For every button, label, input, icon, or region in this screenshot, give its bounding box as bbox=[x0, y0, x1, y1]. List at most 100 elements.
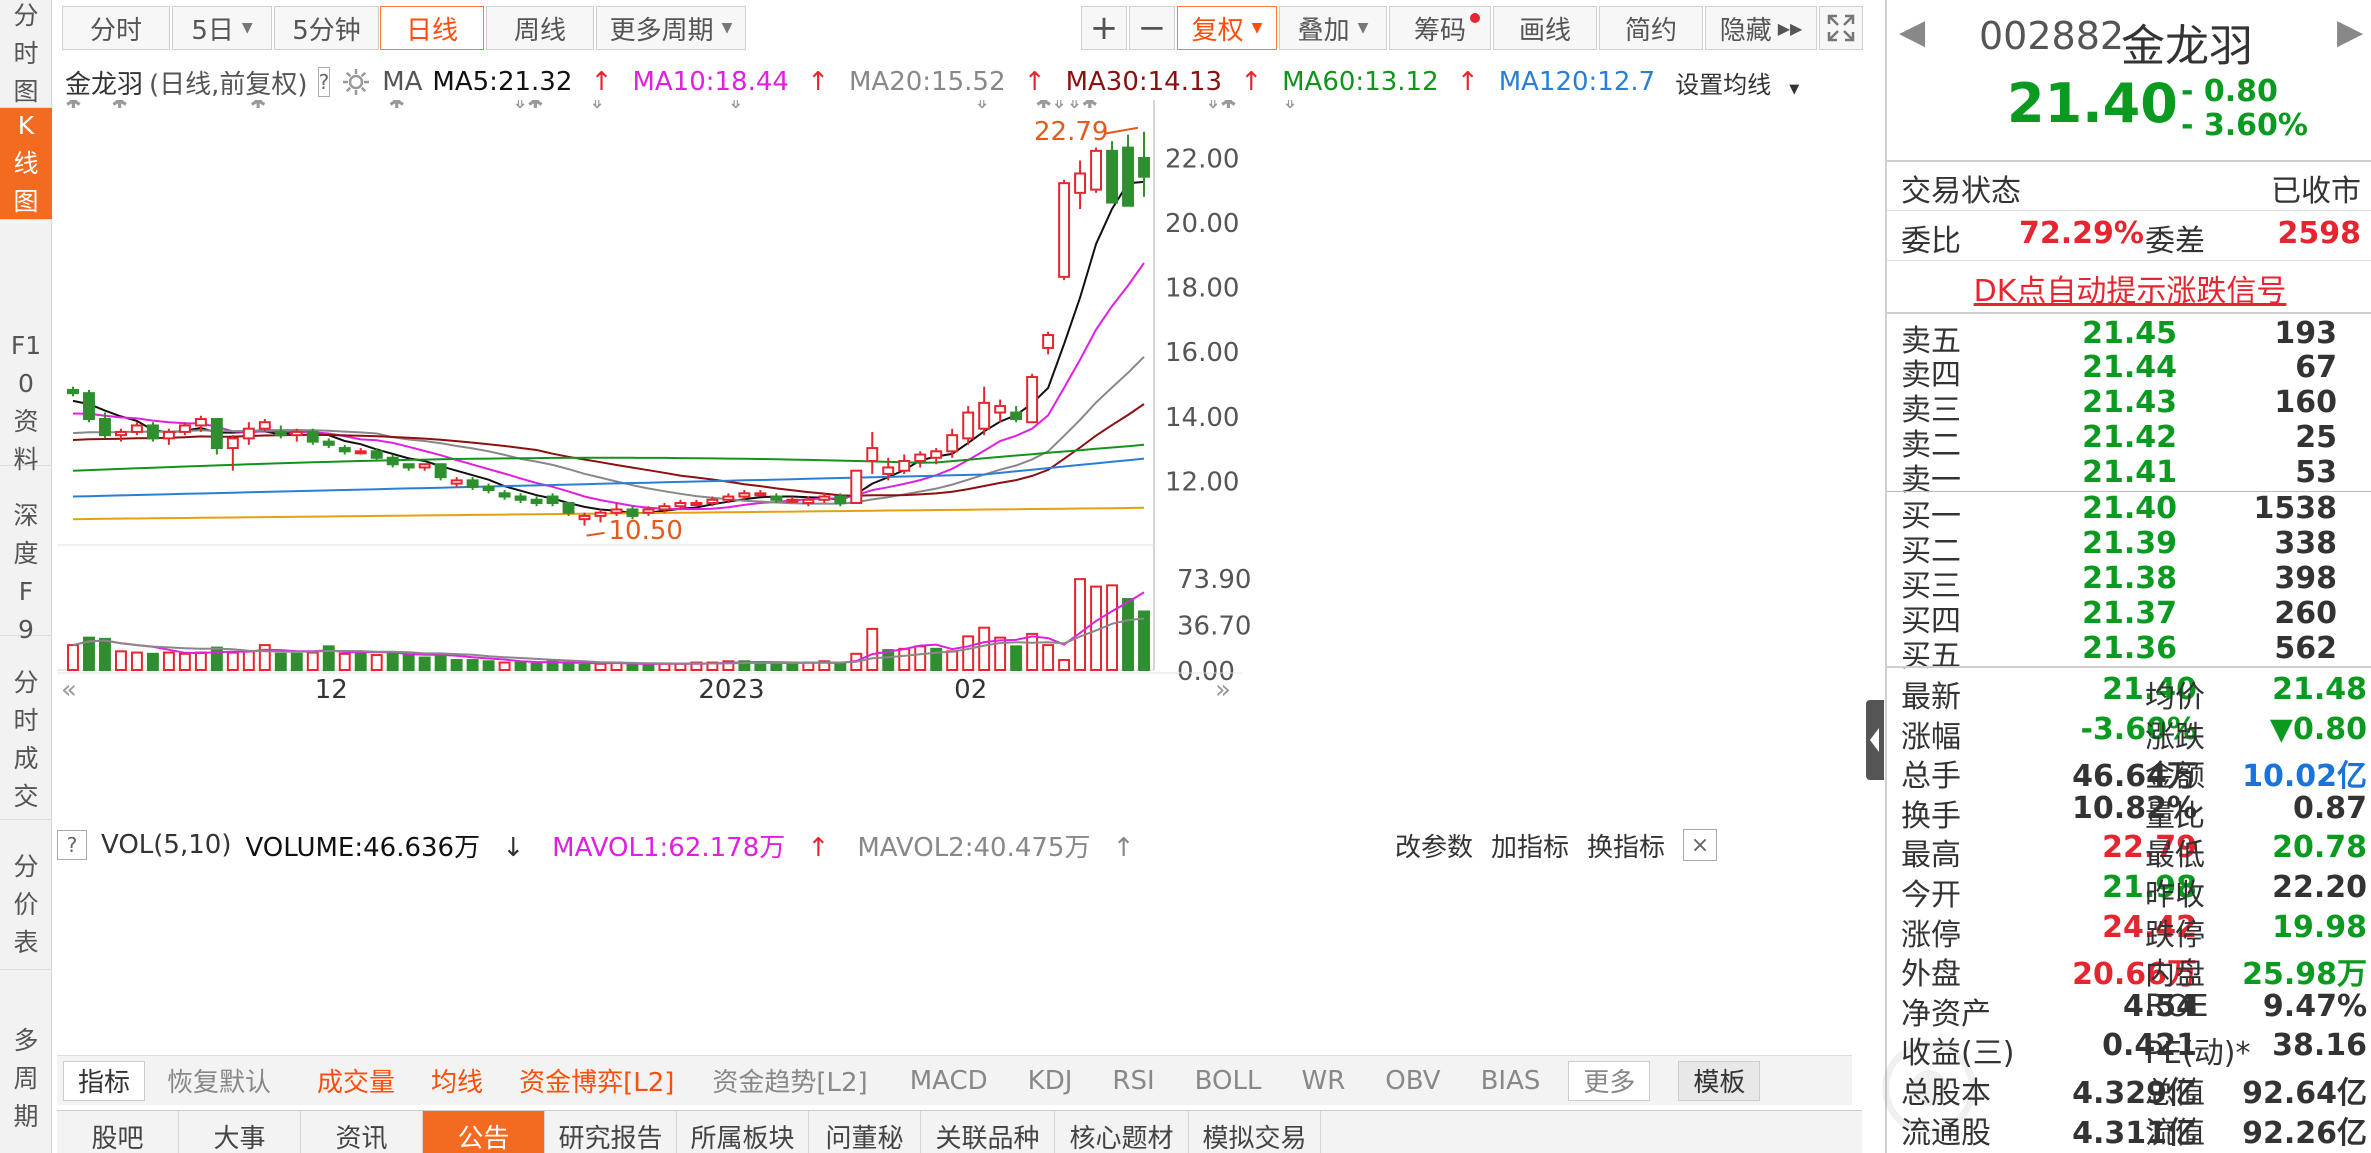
tab-capital-trend[interactable]: 资金趋势[L2] bbox=[712, 1068, 868, 1098]
overlay-button[interactable]: 叠加 ▼ bbox=[1279, 6, 1387, 50]
tab-capital-game[interactable]: 资金博弈[L2] bbox=[519, 1068, 675, 1098]
tab-rsi[interactable]: RSI bbox=[1112, 1065, 1155, 1096]
sell-level-row[interactable]: 卖一 21.41 53 bbox=[1887, 455, 2371, 498]
tab-kdj[interactable]: KDJ bbox=[1027, 1065, 1073, 1096]
period-weekly-button[interactable]: 周线 bbox=[486, 6, 594, 50]
low-annotation: 10.50 bbox=[609, 516, 683, 546]
quote-label: 内盘 bbox=[2145, 957, 2205, 993]
help-icon[interactable]: ? bbox=[57, 830, 87, 860]
nav-fenshi[interactable]: 分时图 bbox=[0, 0, 52, 108]
tab-volume[interactable]: 成交量 bbox=[317, 1068, 396, 1098]
prev-stock-icon[interactable]: ◀ bbox=[1899, 12, 1926, 52]
quote-label: 均价 bbox=[2145, 680, 2205, 715]
tab-indicator[interactable]: 指标 bbox=[63, 1060, 146, 1101]
collapse-panel-handle[interactable] bbox=[1866, 700, 1884, 780]
sell-level-row[interactable]: 卖五 21.45 193 bbox=[1887, 316, 2371, 359]
tab-research[interactable]: 研究报告 bbox=[545, 1111, 677, 1153]
gear-icon[interactable] bbox=[340, 66, 372, 98]
period-fenshi-button[interactable]: 分时 bbox=[62, 6, 170, 50]
change-param-button[interactable]: 改参数 bbox=[1395, 832, 1474, 863]
hide-panel-button[interactable]: 隐藏 ▶▶ bbox=[1705, 6, 1817, 50]
quote-label: 今开 bbox=[1901, 878, 1961, 913]
tab-core-themes[interactable]: 核心题材 bbox=[1055, 1111, 1189, 1153]
quote-label: 量比 bbox=[2145, 798, 2205, 834]
volume-bar bbox=[258, 644, 271, 672]
nav-f10[interactable]: F10资料 bbox=[0, 331, 52, 474]
period-daily-button[interactable]: 日线 bbox=[380, 6, 484, 50]
nav-depth-f9[interactable]: 深度F9 bbox=[0, 501, 52, 644]
tab-sectors[interactable]: 所属板块 bbox=[677, 1111, 809, 1153]
event-marker-icon: ✱ bbox=[111, 100, 128, 113]
tab-ma[interactable]: 均线 bbox=[431, 1068, 484, 1098]
tab-restore-default[interactable]: 恢复默认 bbox=[167, 1068, 272, 1098]
level-volume: 67 bbox=[2295, 350, 2337, 385]
buy-level-row[interactable]: 买五 21.36 562 bbox=[1887, 631, 2371, 674]
ma5-value: MA5:21.32 ↑ bbox=[432, 67, 613, 97]
nav-multi-period[interactable]: 多周期 bbox=[13, 1026, 39, 1131]
candle-body bbox=[946, 434, 959, 453]
dk-signal-link[interactable]: DK点自动提示涨跌信号 bbox=[1973, 274, 2287, 309]
sell-level-row[interactable]: 卖四 21.44 67 bbox=[1887, 350, 2371, 393]
tab-related[interactable]: 关联品种 bbox=[921, 1111, 1055, 1153]
volume-bar bbox=[434, 652, 447, 672]
sell-level-row[interactable]: 卖二 21.42 25 bbox=[1887, 420, 2371, 463]
tab-wr[interactable]: WR bbox=[1301, 1065, 1346, 1096]
volume-bar bbox=[1058, 659, 1071, 671]
candle-body bbox=[498, 492, 511, 498]
event-marker-icon: ⇕ bbox=[1282, 100, 1299, 113]
volume-bar bbox=[210, 646, 223, 672]
period-5day-button[interactable]: 5日 ▼ bbox=[172, 6, 272, 50]
tab-more[interactable]: 更多 bbox=[1568, 1060, 1651, 1101]
quote-label: 最高 bbox=[1901, 838, 1961, 874]
help-icon[interactable]: ? bbox=[317, 67, 331, 97]
candle-body bbox=[930, 450, 943, 459]
period-5min-button[interactable]: 5分钟 bbox=[274, 6, 379, 50]
tab-macd[interactable]: MACD bbox=[909, 1065, 988, 1096]
arrow-up-icon: ↑ bbox=[798, 67, 829, 97]
nav-price-table[interactable]: 分价表 bbox=[0, 840, 52, 970]
simple-mode-button[interactable]: 简约 bbox=[1599, 6, 1703, 50]
zoom-out-button[interactable]: − bbox=[1129, 6, 1175, 50]
kline-svg[interactable]: ✱ ✱ ✱ ✱ ⇕✱ ⇕ ⇕ ⇕ ✱⇕⇕✱ ⇕✱ ⇕22.7910.5022.0020.0018.0… bbox=[57, 100, 1797, 1035]
nav-tick-trades[interactable]: 分时成交 bbox=[0, 660, 52, 820]
buy-level-row[interactable]: 买三 21.38 398 bbox=[1887, 561, 2371, 604]
tab-events[interactable]: 大事 bbox=[179, 1111, 301, 1153]
chart-area[interactable]: ✱ ✱ ✱ ✱ ⇕ ✱ ⇕ ⇕ ⇕ ✱ ⇕ ⇕ ✱ ⇕ ✱ ⇕ 22.79 10.50 22.00 20.00 18.0… bbox=[57, 100, 1797, 1035]
tab-bias[interactable]: BIAS bbox=[1480, 1065, 1541, 1096]
fuquan-button[interactable]: 复权 ▼ bbox=[1177, 6, 1277, 50]
sell-level-row[interactable]: 卖三 21.43 160 bbox=[1887, 385, 2371, 428]
buy-level-row[interactable]: 买一 21.40 1538 bbox=[1887, 491, 2371, 534]
level-label: 买一 bbox=[1901, 499, 1961, 534]
buy-level-row[interactable]: 买四 21.37 260 bbox=[1887, 596, 2371, 639]
next-stock-icon[interactable]: ▶ bbox=[2337, 12, 2364, 52]
volume-bar bbox=[466, 659, 479, 671]
ma-settings-button[interactable]: 设置均线 ▼ bbox=[1675, 70, 1800, 99]
period-more-button[interactable]: 更多周期 ▼ bbox=[596, 6, 746, 50]
tab-guba[interactable]: 股吧 bbox=[57, 1111, 179, 1153]
expand-icon[interactable] bbox=[1819, 6, 1863, 50]
draw-line-button[interactable]: 画线 bbox=[1493, 6, 1597, 50]
event-marker-icon: ✱ bbox=[250, 100, 267, 113]
nav-kline[interactable]: K线图 bbox=[0, 108, 52, 220]
chips-button[interactable]: 筹码 bbox=[1389, 6, 1491, 50]
candle-body bbox=[978, 401, 991, 430]
add-indicator-button[interactable]: 加指标 bbox=[1491, 832, 1570, 863]
tab-news[interactable]: 资讯 bbox=[301, 1111, 423, 1153]
close-icon[interactable]: × bbox=[1683, 829, 1718, 861]
tab-obv[interactable]: OBV bbox=[1385, 1065, 1441, 1096]
level-price: 21.43 bbox=[2082, 385, 2177, 420]
order-ratio: 委比 72.29% 委差 2598 bbox=[1901, 216, 2361, 259]
buy-level-row[interactable]: 买二 21.39 338 bbox=[1887, 526, 2371, 569]
candle-body bbox=[466, 479, 479, 488]
event-marker-icon: ✱ bbox=[65, 100, 82, 113]
swap-indicator-button[interactable]: 换指标 bbox=[1587, 832, 1666, 863]
zoom-in-button[interactable]: + bbox=[1081, 6, 1127, 50]
tab-announcements[interactable]: 公告 bbox=[423, 1111, 545, 1153]
tab-template[interactable]: 模板 bbox=[1678, 1060, 1761, 1101]
tab-boll[interactable]: BOLL bbox=[1194, 1065, 1262, 1096]
quote-label: 涨停 bbox=[1901, 917, 1961, 953]
tab-sim-trading[interactable]: 模拟交易 bbox=[1189, 1111, 1321, 1153]
tab-ask-secretary[interactable]: 问董秘 bbox=[809, 1111, 921, 1153]
level-volume: 193 bbox=[2274, 316, 2337, 351]
candle-body bbox=[322, 440, 335, 446]
